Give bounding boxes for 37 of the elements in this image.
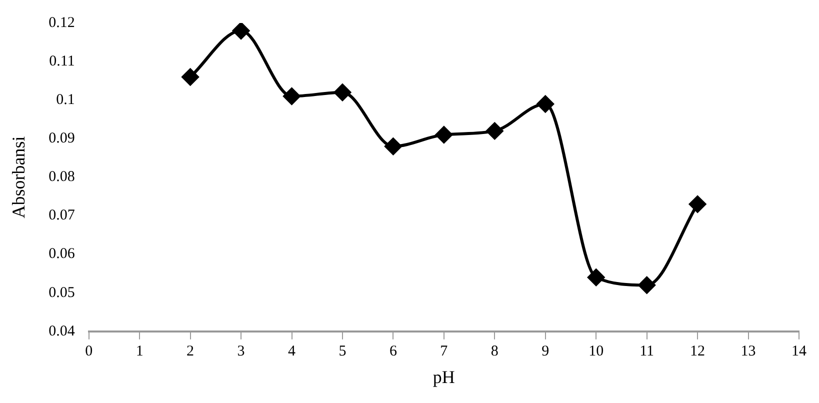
point: [638, 276, 656, 294]
x-tick-label: 14: [792, 343, 807, 360]
x-tick-label: 7: [440, 343, 448, 360]
point: [182, 68, 199, 86]
x-tick-label: 13: [740, 343, 756, 360]
y-tick-label: 0.05: [48, 284, 75, 301]
point: [232, 23, 250, 40]
x-tick-label: 5: [338, 343, 346, 360]
x-tick-label: 8: [490, 343, 498, 360]
y-tick-label: 0.08: [48, 169, 75, 186]
point: [384, 138, 402, 155]
x-tick-label: 9: [542, 343, 550, 360]
y-axis-title: Absorbansi: [8, 136, 29, 218]
x-tick-label: 12: [690, 343, 706, 360]
point: [334, 84, 351, 101]
x-tick-label: 2: [186, 343, 194, 360]
x-tick-label: 0: [85, 343, 93, 360]
y-tick-label: 0.06: [48, 246, 76, 262]
x-axis-title: pH: [432, 366, 455, 387]
y-tick-label: 0.1: [56, 92, 75, 108]
point: [536, 95, 554, 112]
x-tick-label: 10: [588, 343, 604, 360]
point: [588, 268, 605, 286]
point: [486, 122, 504, 140]
x-tick-label: 11: [640, 343, 654, 360]
x-tick-label: 6: [389, 343, 398, 360]
x-tick-label: 3: [237, 343, 245, 360]
x-tick-label: 4: [288, 343, 296, 360]
point: [283, 88, 300, 105]
y-tick-label: 0.07: [48, 208, 76, 224]
point: [689, 196, 706, 213]
point: [435, 126, 452, 144]
y-tick-label: 0.09: [48, 130, 75, 147]
x-tick-label: 1: [136, 343, 144, 360]
y-tick-label: 0.12: [48, 14, 75, 31]
y-tick-label: 0.04: [48, 323, 76, 340]
y-tick-label: 0.11: [49, 53, 75, 70]
